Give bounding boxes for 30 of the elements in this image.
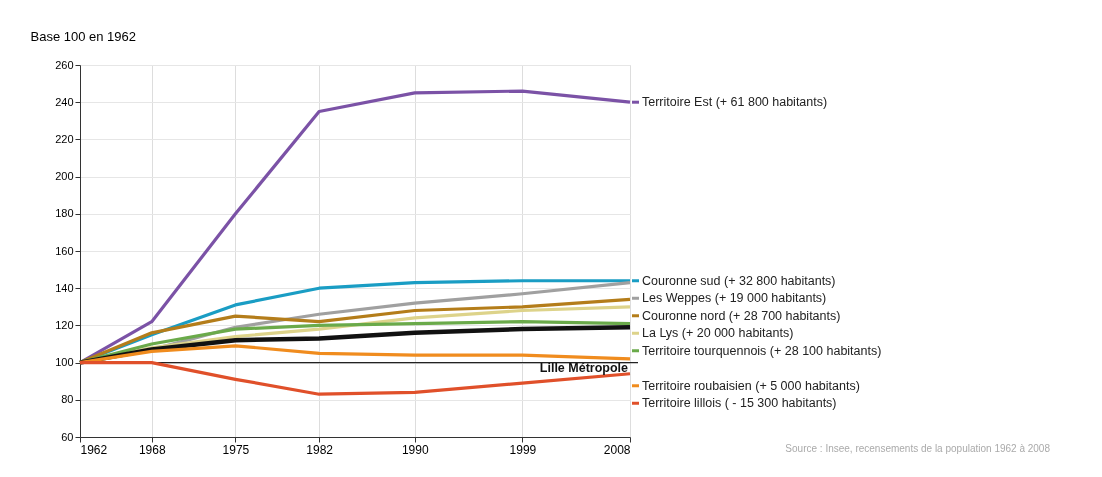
legend-label: Territoire tourquennois (+ 28 100 habitants) <box>642 343 882 358</box>
y-tick-label: 80 <box>61 393 74 406</box>
text: Lille Métropole <box>539 361 629 376</box>
x-tick-label: 1990 <box>401 442 429 457</box>
legend-label: Territoire lillois ( - 15 300 habitants) <box>642 396 837 411</box>
y-tick-label: 180 <box>55 207 74 220</box>
legend-label: Couronne sud (+ 32 800 habitants) <box>642 273 836 288</box>
line-series <box>78 361 632 396</box>
legend-label: Territoire Est (+ 61 800 habitants) <box>642 95 828 110</box>
x-tick-label: 1999 <box>509 442 537 457</box>
y-tick-label: 60 <box>61 430 74 443</box>
y-tick-label: 200 <box>55 170 74 183</box>
y-tick-label: 120 <box>55 318 74 331</box>
x-tick-label: 1968 <box>138 442 166 457</box>
y-axis-title: Base 100 en 1962 <box>30 28 137 44</box>
y-tick-label: 240 <box>55 95 74 108</box>
y-tick-label: 260 <box>55 58 74 71</box>
y-tick-label: 140 <box>55 281 74 294</box>
legend-label: Les Weppes (+ 19 000 habitants) <box>642 291 827 306</box>
x-tick-label: 1982 <box>306 442 334 457</box>
source-note: Source : Insee, recensements de la population 1962 à 2008 <box>785 443 1051 454</box>
y-tick-label: 220 <box>55 132 74 145</box>
legend-label: Territoire roubaisien (+ 5 000 habitants) <box>642 378 860 393</box>
y-tick-label: 160 <box>55 244 74 257</box>
x-tick-label: 1975 <box>222 442 250 457</box>
legend-label: Couronne nord (+ 28 700 habitants) <box>642 308 841 323</box>
y-tick-label: 100 <box>55 356 74 369</box>
x-tick-label: 1962 <box>80 442 108 457</box>
legend-label: La Lys (+ 20 000 habitants) <box>642 326 794 341</box>
x-tick-label: 2008 <box>603 442 631 457</box>
